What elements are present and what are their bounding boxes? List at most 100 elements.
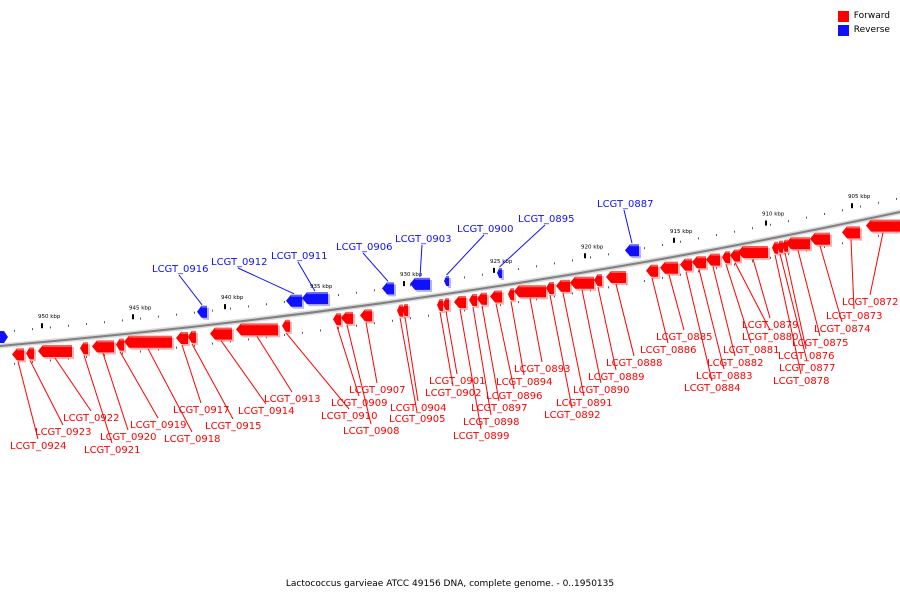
- reverse-swatch: [837, 24, 849, 36]
- forward-gene-arrow: [437, 298, 445, 313]
- minor-tick: [608, 253, 609, 256]
- minor-tick-lower: [50, 359, 51, 362]
- minor-tick: [824, 212, 825, 215]
- minor-tick-lower: [194, 344, 195, 347]
- forward-gene-leader: [784, 252, 807, 350]
- minor-tick: [842, 209, 843, 212]
- forward-gene-arrow: [188, 330, 198, 345]
- minor-tick-lower: [518, 301, 519, 304]
- minor-tick-lower: [734, 263, 735, 266]
- forward-gene-arrow: [692, 256, 708, 271]
- reverse-gene-leader: [297, 261, 316, 292]
- forward-gene-arrow: [210, 327, 234, 342]
- minor-tick: [716, 234, 717, 237]
- forward-gene-arrow: [333, 313, 343, 328]
- reverse-gene-arrow: [497, 268, 504, 281]
- tick-label: 930 kbp: [400, 272, 423, 278]
- minor-tick: [158, 315, 159, 318]
- minor-tick-lower: [374, 322, 375, 325]
- minor-tick-lower: [824, 245, 825, 248]
- tick-label: 945 kbp: [129, 305, 152, 311]
- forward-gene-arrow: [866, 219, 900, 234]
- forward-gene-label: LCGT_0876: [778, 351, 835, 362]
- genome-backbone: [0, 209, 900, 349]
- tick-mark: [673, 237, 675, 243]
- forward-gene-label: LCGT_0881: [723, 345, 780, 356]
- minor-tick: [266, 303, 267, 306]
- forward-gene-label: LCGT_0879: [742, 320, 799, 331]
- minor-tick: [410, 284, 411, 287]
- minor-tick: [896, 197, 897, 200]
- reverse-gene-label: LCGT_0906: [336, 242, 393, 253]
- legend-forward-label: Forward: [853, 11, 890, 21]
- reverse-gene-arrow: [302, 292, 330, 307]
- forward-gene-leader: [181, 344, 202, 404]
- reverse-gene-label: LCGT_0916: [152, 264, 209, 275]
- reverse-gene-leader: [362, 252, 389, 282]
- tick-label: 915 kbp: [670, 229, 693, 235]
- minor-tick: [50, 326, 51, 329]
- tick-label: 940 kbp: [221, 295, 244, 301]
- minor-tick-lower: [176, 346, 177, 349]
- forward-gene-label: LCGT_0890: [573, 385, 630, 396]
- minor-tick-lower: [14, 362, 15, 365]
- forward-gene-leader: [445, 310, 458, 375]
- minor-tick: [194, 311, 195, 314]
- forward-gene-arrow: [26, 347, 36, 362]
- forward-gene-label: LCGT_0882: [707, 358, 764, 369]
- minor-tick: [248, 305, 249, 308]
- forward-gene-arrow: [116, 338, 126, 353]
- reverse-gene-leader: [237, 267, 295, 295]
- reverse-gene-arrow: [444, 275, 451, 288]
- forward-gene-leader: [668, 274, 685, 331]
- minor-tick: [734, 230, 735, 233]
- reverse-gene-label: LCGT_0895: [518, 214, 575, 225]
- reverse-gene-arrow: [625, 244, 641, 259]
- forward-gene-label: LCGT_0918: [164, 434, 221, 445]
- forward-gene-leader: [562, 292, 585, 397]
- forward-gene-leader: [529, 298, 543, 363]
- forward-gene-leader: [698, 269, 725, 370]
- forward-gene-label: LCGT_0874: [814, 324, 871, 335]
- minor-tick: [698, 237, 699, 240]
- minor-tick-lower: [698, 270, 699, 273]
- minor-tick: [554, 262, 555, 265]
- tick-mark: [41, 323, 43, 329]
- forward-gene-label: LCGT_0877: [779, 363, 836, 374]
- minor-tick: [788, 220, 789, 223]
- forward-gene-arrow: [38, 345, 74, 360]
- gene-labels: LCGT_0916LCGT_0912LCGT_0911LCGT_0906LCGT…: [10, 199, 899, 456]
- minor-tick: [86, 323, 87, 326]
- forward-gene-label: LCGT_0883: [696, 371, 753, 382]
- minor-tick-lower: [536, 298, 537, 301]
- forward-gene-label: LCGT_0897: [471, 403, 528, 414]
- forward-gene-label: LCGT_0886: [640, 345, 697, 356]
- forward-gene-arrow: [706, 253, 722, 268]
- minor-tick: [536, 265, 537, 268]
- forward-gene-leader: [220, 340, 267, 405]
- minor-tick-lower: [554, 295, 555, 298]
- forward-gene-label: LCGT_0910: [321, 411, 378, 422]
- forward-gene-arrow: [469, 294, 479, 309]
- minor-tick-lower: [32, 361, 33, 364]
- tick-label: 905 kbp: [848, 194, 871, 200]
- forward-gene-arrow: [594, 274, 604, 289]
- forward-gene-label: LCGT_0893: [514, 364, 571, 375]
- forward-gene-leader: [712, 266, 736, 357]
- forward-gene-label: LCGT_0913: [264, 394, 321, 405]
- forward-gene-label: LCGT_0884: [684, 383, 741, 394]
- forward-gene-leader: [365, 322, 378, 384]
- reverse-gene-label: LCGT_0911: [271, 251, 328, 262]
- reverse-gene-leader: [623, 209, 633, 244]
- forward-gene-label: LCGT_0914: [238, 406, 295, 417]
- minor-tick-lower: [104, 354, 105, 357]
- forward-gene-leader: [581, 289, 602, 384]
- minor-tick-lower: [140, 350, 141, 353]
- forward-gene-leader: [819, 245, 843, 323]
- forward-gene-label: LCGT_0908: [343, 426, 400, 437]
- minor-tick: [860, 205, 861, 208]
- minor-tick-lower: [842, 242, 843, 245]
- legend-reverse-label: Reverse: [853, 25, 890, 35]
- legend: Forward Reverse: [837, 9, 890, 37]
